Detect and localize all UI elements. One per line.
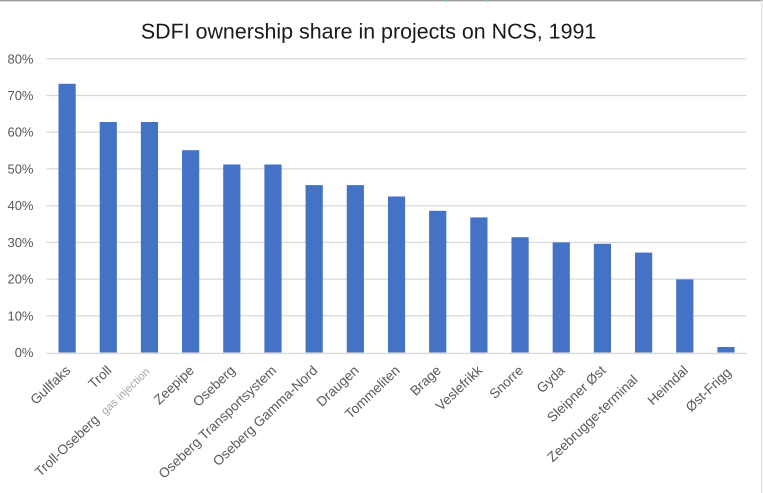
svg-text:10%: 10% — [7, 308, 33, 323]
svg-text:50%: 50% — [7, 161, 33, 176]
svg-text:30%: 30% — [7, 235, 33, 250]
svg-text:0%: 0% — [15, 345, 34, 360]
svg-text:SDFI ownership share in projec: SDFI ownership share in projects on NCS,… — [141, 20, 596, 44]
svg-text:80%: 80% — [7, 51, 33, 66]
svg-text:60%: 60% — [7, 125, 33, 140]
svg-text:20%: 20% — [7, 272, 33, 287]
svg-text:40%: 40% — [7, 198, 33, 213]
svg-text:70%: 70% — [7, 88, 33, 103]
